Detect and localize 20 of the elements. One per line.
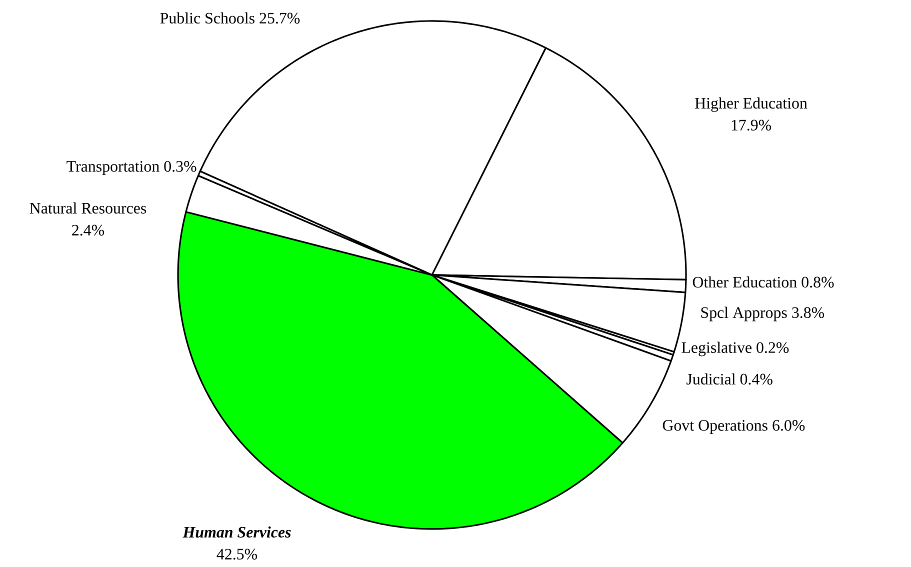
data-label: 42.5% bbox=[216, 548, 258, 560]
slice-label: Human Services bbox=[182, 526, 291, 538]
data-label: 6.0% bbox=[772, 420, 805, 431]
slice-label: Govt Operations bbox=[662, 420, 768, 434]
slice-label: Judicial bbox=[686, 373, 736, 385]
slice-label: Natural Resources bbox=[30, 202, 146, 214]
data-label: 3.8% bbox=[792, 307, 824, 318]
data-label: 2.4% bbox=[72, 224, 104, 236]
data-label: 0.8% bbox=[802, 276, 834, 288]
slice-label: Spcl Approps bbox=[701, 306, 787, 322]
slice-label: Transportation bbox=[66, 161, 160, 175]
data-label: 0.2% bbox=[756, 342, 789, 354]
slice-label: Higher Education bbox=[695, 97, 808, 112]
slice-label: Other Education bbox=[692, 276, 797, 288]
slice-label: Legislative bbox=[682, 342, 752, 356]
slice-label: Public Schools bbox=[160, 12, 254, 24]
data-label: 25.7% bbox=[260, 12, 300, 24]
data-label: 0.3% bbox=[164, 160, 196, 172]
data-label: 0.4% bbox=[740, 374, 772, 385]
data-label: 17.9% bbox=[732, 120, 772, 131]
